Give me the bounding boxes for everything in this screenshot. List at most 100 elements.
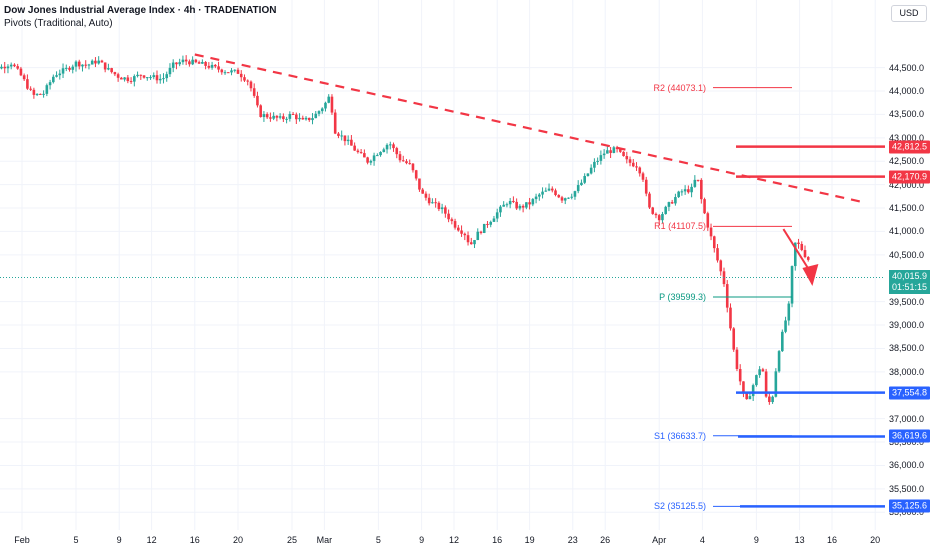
candle-body — [259, 105, 262, 117]
time-tick-label: 16 — [492, 535, 503, 545]
candle-body — [100, 60, 104, 63]
candle-body — [499, 206, 502, 213]
candle-body — [495, 212, 499, 219]
key-level-tag: 42,170.9 — [889, 170, 930, 184]
candle-body — [110, 68, 113, 73]
bar-countdown: 01:51:15 — [891, 282, 928, 293]
candle-body — [644, 179, 648, 194]
current-price-value: 40,015.9 — [891, 271, 928, 282]
candle-body — [700, 179, 703, 200]
candle-body — [269, 117, 272, 119]
candle-body — [583, 176, 586, 183]
candle-body — [677, 191, 680, 198]
candle-body — [317, 111, 321, 114]
candle-body — [382, 149, 386, 152]
candle-body — [651, 207, 655, 214]
candle-body — [745, 392, 748, 400]
candle-body — [171, 62, 175, 68]
price-tick-label: 41,500.0 — [888, 203, 924, 214]
candle-body — [55, 75, 58, 77]
price-tick-label: 42,500.0 — [888, 156, 924, 167]
candle-body — [457, 227, 460, 231]
price-tick-label: 38,500.0 — [888, 343, 924, 354]
candle-body — [298, 117, 301, 120]
candle-body — [719, 260, 723, 272]
candle-body — [239, 73, 243, 78]
time-tick-label: 20 — [870, 535, 881, 545]
candle-body — [738, 369, 742, 382]
candle-body — [693, 179, 697, 187]
candle-body — [466, 235, 470, 243]
candle-body — [359, 152, 363, 154]
candle-body — [372, 155, 376, 161]
currency-button[interactable]: USD — [891, 5, 927, 22]
candle-body — [343, 135, 347, 142]
price-tick-label: 39,000.0 — [888, 320, 924, 331]
projection-arrow-shaft — [782, 228, 812, 273]
candle-body — [133, 76, 136, 82]
indicator-label[interactable]: Pivots (Traditional, Auto) — [4, 18, 113, 29]
candle-body — [534, 196, 538, 200]
projection-arrow-head — [802, 263, 819, 286]
time-tick-label: 5 — [73, 535, 79, 545]
candle-body — [314, 113, 318, 119]
candle-body — [61, 68, 65, 74]
candle-body — [275, 115, 279, 118]
key-level-tag: 35,125.6 — [889, 499, 930, 513]
candle-body — [599, 155, 603, 161]
candle-body — [641, 173, 645, 180]
candle-body — [777, 351, 781, 372]
time-tick-label: Apr — [652, 535, 667, 545]
candle-body — [29, 88, 32, 90]
candle-body — [570, 196, 574, 198]
candle-body — [35, 93, 39, 95]
candle-body — [803, 250, 807, 258]
candle-body — [398, 154, 402, 161]
candle-body — [619, 149, 622, 152]
candle-body — [631, 162, 635, 167]
candle-body — [256, 95, 259, 106]
candle-body — [554, 190, 557, 196]
candle-body — [149, 77, 152, 79]
candle-body — [233, 69, 237, 71]
candle-body — [657, 215, 661, 221]
candle-body — [201, 61, 204, 64]
candle-body — [158, 78, 162, 81]
candle-body — [311, 118, 314, 121]
time-tick-label: 13 — [794, 535, 805, 545]
candle-body — [330, 96, 334, 113]
candle-body — [531, 199, 535, 205]
candle-body — [129, 81, 133, 83]
candle-body — [249, 81, 253, 89]
candle-body — [369, 160, 373, 163]
candle-body — [58, 73, 62, 76]
candle-body — [155, 75, 159, 81]
candle-body — [774, 371, 778, 397]
candle-body — [712, 236, 716, 249]
pivot-label: S1 (36633.7) — [653, 430, 706, 441]
candle-body — [0, 66, 3, 69]
candle-body — [217, 66, 220, 70]
candle-body — [625, 156, 629, 160]
candle-body — [252, 88, 256, 96]
candle-body — [573, 191, 577, 197]
price-tick-label: 43,000.0 — [888, 132, 924, 143]
candle-body — [761, 369, 765, 372]
time-tick-label: 12 — [146, 535, 157, 545]
candle-body — [214, 64, 217, 67]
key-level-tag: 37,554.8 — [889, 386, 930, 400]
candle-body — [541, 191, 544, 195]
candle-body — [136, 74, 139, 77]
candle-body — [437, 202, 441, 210]
candle-body — [755, 375, 758, 386]
candle-body — [576, 185, 580, 192]
candle-body — [392, 144, 395, 149]
candle-body — [97, 60, 100, 64]
candle-body — [450, 219, 454, 222]
price-tick-label: 43,500.0 — [888, 109, 924, 120]
candle-body — [424, 193, 428, 198]
candle-body — [282, 116, 285, 120]
candle-body — [3, 66, 7, 69]
price-tick-label: 41,000.0 — [888, 226, 924, 237]
